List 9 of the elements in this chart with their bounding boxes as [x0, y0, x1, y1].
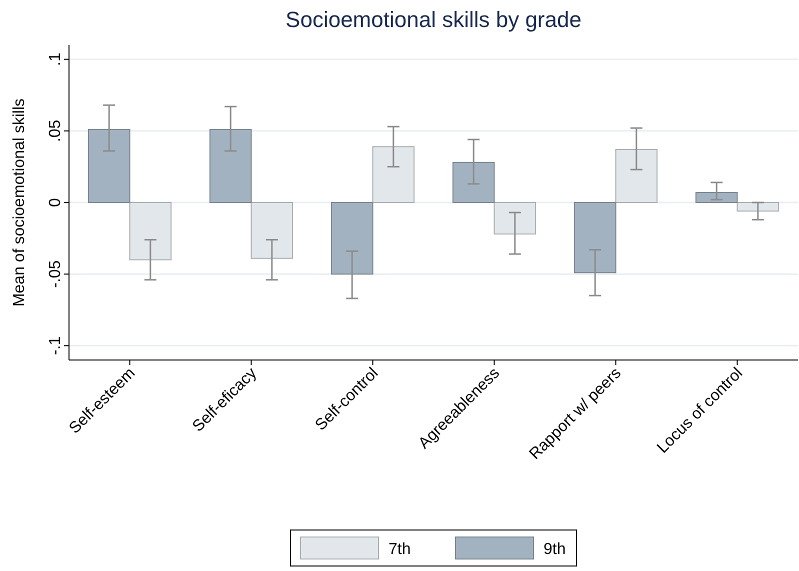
y-tick-label: -.1: [47, 336, 64, 356]
y-axis-title: Mean of socioemotional skills: [11, 98, 28, 307]
chart-title: Socioemotional skills by grade: [286, 7, 582, 32]
legend-label: 9th: [544, 541, 566, 558]
y-tick-label: 0: [47, 198, 64, 207]
y-tick-label: .05: [47, 120, 64, 142]
y-tick-label: -.05: [47, 260, 64, 288]
y-tick-label: .1: [47, 52, 64, 66]
legend-label: 7th: [388, 541, 411, 558]
